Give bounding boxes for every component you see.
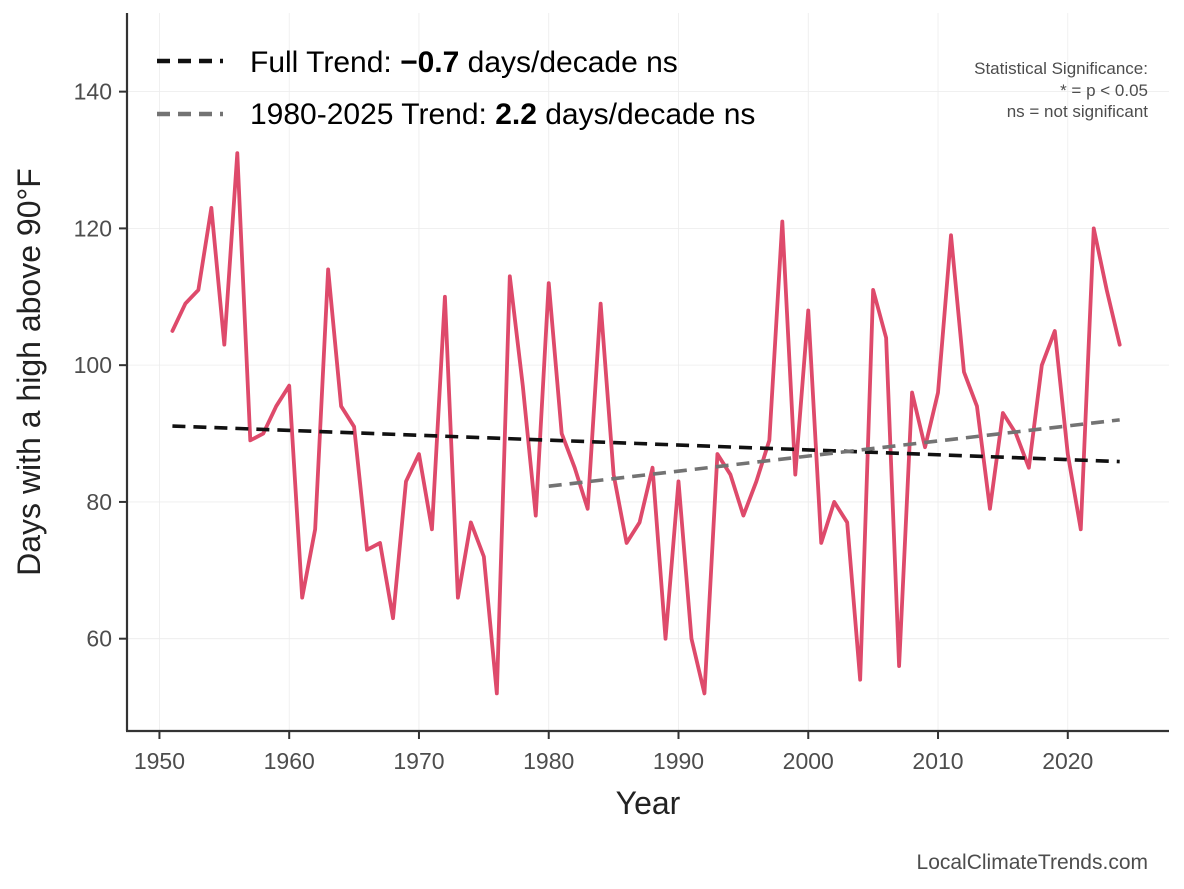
legend-label-recent-trend: 1980-2025 Trend: 2.2 days/decade ns xyxy=(250,98,755,131)
y-tick-label-60: 60 xyxy=(86,626,112,652)
series-line-1980-2025-trend xyxy=(548,418,1120,488)
series xyxy=(170,151,1122,696)
legend: Full Trend: −0.7 days/decade ns 1980-202… xyxy=(157,46,755,131)
x-tick-label-2000: 2000 xyxy=(783,748,834,774)
y-tick-label-140: 140 xyxy=(74,79,112,105)
y-ticks: 60 80 100 120 140 xyxy=(74,79,127,652)
significance-star-meaning: * = p < 0.05 xyxy=(1060,81,1148,100)
y-tick-label-100: 100 xyxy=(74,352,112,378)
series-line-full-trend xyxy=(172,424,1120,464)
series-line-days-with-a-high-above-90-f xyxy=(170,151,1122,696)
x-ticks: 1950 1960 1970 1980 1990 2000 2010 2020 xyxy=(134,731,1093,774)
legend-recent-trend-value: 2.2 xyxy=(495,98,537,131)
gridlines xyxy=(127,13,1169,731)
x-tick-label-1990: 1990 xyxy=(653,748,704,774)
y-axis-title: Days with a high above 90°F xyxy=(11,168,47,576)
axes xyxy=(125,13,1169,733)
x-tick-label-1960: 1960 xyxy=(264,748,315,774)
significance-title: Statistical Significance: xyxy=(974,59,1148,78)
y-tick-label-80: 80 xyxy=(86,489,112,515)
x-axis-title: Year xyxy=(616,785,681,821)
legend-full-trend-prefix: Full Trend: xyxy=(250,46,400,79)
legend-full-trend-suffix: days/decade ns xyxy=(459,46,677,79)
legend-recent-trend-prefix: 1980-2025 Trend: xyxy=(250,98,495,131)
legend-recent-trend-suffix: days/decade ns xyxy=(537,98,755,131)
legend-label-full-trend: Full Trend: −0.7 days/decade ns xyxy=(250,46,678,79)
y-tick-label-120: 120 xyxy=(74,215,112,241)
credit-text: LocalClimateTrends.com xyxy=(917,851,1148,874)
x-tick-label-1980: 1980 xyxy=(523,748,574,774)
x-tick-label-1970: 1970 xyxy=(393,748,444,774)
x-tick-label-2020: 2020 xyxy=(1042,748,1093,774)
x-tick-label-1950: 1950 xyxy=(134,748,185,774)
significance-note: Statistical Significance: * = p < 0.05 n… xyxy=(974,59,1148,121)
x-tick-label-2010: 2010 xyxy=(912,748,963,774)
legend-full-trend-value: −0.7 xyxy=(400,46,459,79)
significance-ns-meaning: ns = not significant xyxy=(1007,102,1149,121)
